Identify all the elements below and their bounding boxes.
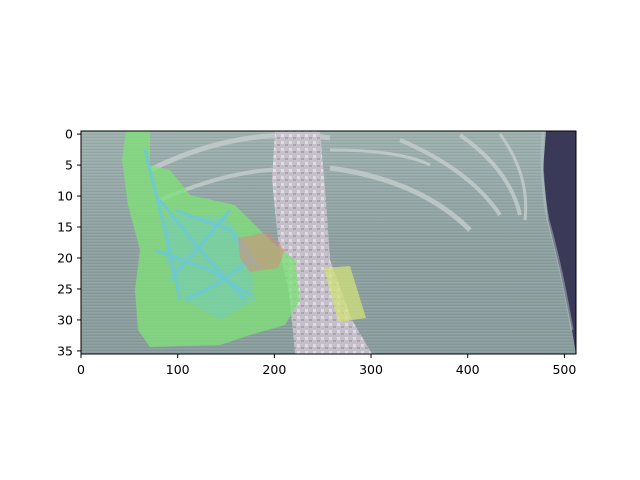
x-tick-label: 100 <box>166 362 190 377</box>
y-tick-label: 30 <box>57 312 73 327</box>
x-tick-label: 500 <box>552 362 576 377</box>
air-edge-glow <box>540 131 574 331</box>
y-tick-label: 25 <box>57 281 73 296</box>
y-tick-label: 20 <box>57 250 73 265</box>
rib-arcs <box>148 132 528 232</box>
y-axis: 0 5 10 15 20 25 30 35 <box>57 127 81 358</box>
y-tick-label: 15 <box>57 220 73 235</box>
cyan-region <box>165 215 255 320</box>
axes-frame <box>80 130 577 355</box>
y-tick-label: 0 <box>65 127 73 142</box>
y-tick-label: 5 <box>65 158 73 173</box>
yellow-structure <box>324 266 366 322</box>
y-tick-label: 35 <box>57 343 73 358</box>
x-tick-label: 0 <box>77 362 85 377</box>
green-structure <box>122 131 300 347</box>
x-tick-label: 300 <box>359 362 383 377</box>
ct-image <box>81 131 576 354</box>
x-tick-label: 400 <box>456 362 480 377</box>
x-axis: 0 100 200 300 400 500 <box>77 354 576 377</box>
x-tick-label: 200 <box>262 362 286 377</box>
y-tick-label: 10 <box>57 189 73 204</box>
red-highlight <box>238 232 285 272</box>
